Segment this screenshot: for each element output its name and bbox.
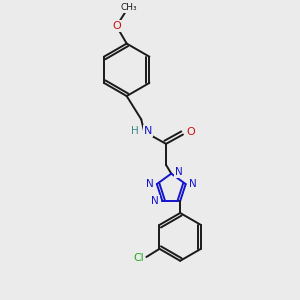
- Text: N: N: [146, 179, 154, 189]
- Text: N: N: [175, 167, 182, 177]
- Text: N: N: [189, 179, 197, 189]
- Text: O: O: [112, 21, 121, 31]
- Text: CH₃: CH₃: [121, 3, 137, 12]
- Text: N: N: [144, 126, 152, 136]
- Text: O: O: [187, 127, 196, 136]
- Text: N: N: [151, 196, 159, 206]
- Text: Cl: Cl: [133, 254, 143, 263]
- Text: H: H: [131, 126, 139, 136]
